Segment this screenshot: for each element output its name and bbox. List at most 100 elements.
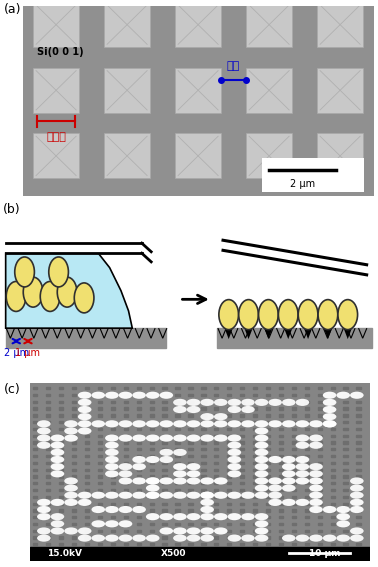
Bar — [201, 489, 206, 491]
Circle shape — [187, 434, 200, 442]
Bar — [227, 489, 231, 491]
Circle shape — [200, 420, 214, 428]
Bar — [330, 509, 335, 511]
Bar — [318, 530, 322, 532]
Bar — [330, 489, 335, 491]
Bar — [318, 523, 322, 525]
Bar — [150, 394, 154, 396]
Bar — [240, 530, 244, 532]
Circle shape — [228, 442, 241, 449]
Bar — [111, 401, 115, 403]
Bar — [344, 489, 348, 491]
Text: (c): (c) — [4, 383, 20, 396]
Bar — [330, 435, 335, 437]
Bar — [227, 421, 231, 424]
Bar — [150, 543, 154, 545]
Bar — [201, 448, 206, 450]
Bar — [279, 462, 283, 464]
Bar — [72, 408, 76, 410]
Bar — [124, 523, 128, 525]
Circle shape — [268, 485, 282, 492]
Bar — [330, 496, 335, 498]
Bar — [279, 387, 283, 390]
Circle shape — [268, 420, 282, 428]
Bar — [124, 408, 128, 410]
Circle shape — [187, 470, 200, 477]
Circle shape — [309, 470, 323, 477]
Bar — [124, 468, 128, 471]
Bar — [279, 496, 283, 498]
Circle shape — [57, 277, 77, 307]
Bar — [163, 543, 167, 545]
Bar — [111, 468, 115, 471]
Bar — [188, 523, 193, 525]
Circle shape — [282, 470, 296, 477]
Circle shape — [64, 527, 78, 535]
Circle shape — [146, 485, 160, 492]
Circle shape — [173, 399, 187, 406]
Bar — [292, 489, 296, 491]
Bar — [72, 543, 76, 545]
Bar — [104, 2, 150, 47]
Circle shape — [173, 406, 187, 413]
Bar — [98, 448, 102, 450]
Bar — [136, 462, 141, 464]
Bar — [188, 435, 193, 437]
Circle shape — [37, 434, 51, 442]
Bar — [136, 543, 141, 545]
Text: (a): (a) — [4, 3, 21, 16]
Bar — [344, 455, 348, 457]
Circle shape — [278, 299, 298, 329]
Bar — [262, 158, 364, 192]
Circle shape — [146, 492, 160, 499]
Bar — [46, 455, 50, 457]
Bar — [201, 442, 206, 444]
Bar — [318, 475, 322, 477]
Bar — [240, 435, 244, 437]
Bar — [85, 408, 89, 410]
Circle shape — [91, 392, 105, 399]
Bar — [59, 523, 64, 525]
Circle shape — [132, 456, 146, 463]
Circle shape — [214, 477, 228, 485]
Circle shape — [214, 434, 228, 442]
Bar — [240, 536, 244, 539]
Bar — [330, 462, 335, 464]
Circle shape — [37, 442, 51, 449]
Circle shape — [200, 513, 214, 521]
Bar — [111, 455, 115, 457]
Bar — [240, 414, 244, 417]
Bar — [227, 543, 231, 545]
Bar — [201, 523, 206, 525]
Circle shape — [146, 477, 160, 485]
Circle shape — [255, 399, 268, 406]
Circle shape — [23, 277, 43, 307]
Text: Si(0 0 1): Si(0 0 1) — [37, 47, 84, 57]
Bar — [266, 462, 270, 464]
Bar — [150, 482, 154, 484]
Bar — [279, 523, 283, 525]
Bar — [317, 68, 363, 113]
Bar — [356, 543, 361, 545]
Bar — [175, 489, 180, 491]
Bar — [175, 401, 180, 403]
Bar — [188, 462, 193, 464]
Bar — [253, 530, 257, 532]
Bar — [344, 530, 348, 532]
Bar — [46, 421, 50, 424]
Circle shape — [64, 477, 78, 485]
Bar — [227, 502, 231, 505]
Bar — [124, 496, 128, 498]
Bar — [305, 448, 309, 450]
Bar — [330, 448, 335, 450]
Bar — [305, 468, 309, 471]
Bar — [136, 394, 141, 396]
Bar — [98, 455, 102, 457]
Bar — [111, 523, 115, 525]
Circle shape — [219, 299, 239, 329]
Bar — [163, 394, 167, 396]
Bar — [318, 502, 322, 505]
Text: (b): (b) — [3, 203, 20, 216]
Bar — [266, 482, 270, 484]
Bar — [111, 408, 115, 410]
